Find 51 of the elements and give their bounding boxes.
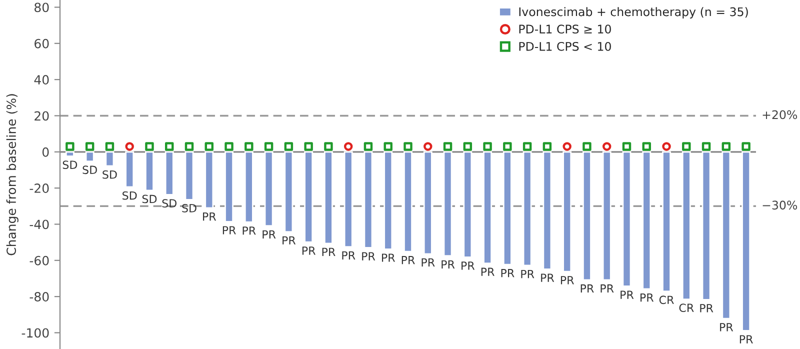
y-tick-label: -40 xyxy=(30,220,49,230)
data-label: PR xyxy=(640,293,654,302)
data-label: PR xyxy=(242,226,256,235)
data-label: CR xyxy=(659,296,674,304)
data-label: PR xyxy=(442,260,455,268)
data-label: PR xyxy=(262,230,276,238)
data-label: PR xyxy=(302,246,316,255)
data-label: SD xyxy=(102,170,117,179)
data-label: PR xyxy=(462,262,475,270)
data-label: CR xyxy=(679,304,694,312)
data-label: PR xyxy=(342,251,356,260)
data-label: PR xyxy=(422,258,435,266)
data-label: PR xyxy=(600,284,614,293)
data-label: SD xyxy=(82,166,97,174)
data-label: PR xyxy=(521,270,534,278)
y-tick-label: -100 xyxy=(22,328,49,338)
data-label: PR xyxy=(740,335,753,344)
data-label: PR xyxy=(282,236,296,244)
data-label: PR xyxy=(620,290,634,299)
y-tick-label: 80 xyxy=(34,2,49,12)
legend-label: PD-L1 CPS ≥ 10 xyxy=(519,24,611,34)
y-axis-title: Change from baseline (%) xyxy=(6,94,18,256)
legend-label: Ivonescimab + chemotherapy (n = 35) xyxy=(519,7,748,19)
data-label: PR xyxy=(560,276,574,284)
y-tick-label: 20 xyxy=(34,111,49,121)
data-label: SD xyxy=(142,194,157,204)
data-label: SD xyxy=(162,199,177,208)
y-tick-label: -60 xyxy=(30,256,49,266)
data-label: PR xyxy=(700,304,714,312)
ref-line-label: +20% xyxy=(762,110,798,120)
data-label: PR xyxy=(322,248,336,256)
data-label: PR xyxy=(222,226,236,234)
legend-label: PD-L1 CPS < 10 xyxy=(519,42,611,51)
data-label: PR xyxy=(580,284,594,293)
data-label: PR xyxy=(382,254,396,262)
data-label: PR xyxy=(501,269,514,278)
data-label: PR xyxy=(481,268,494,276)
y-tick-label: 60 xyxy=(34,38,49,48)
y-tick-label: -80 xyxy=(30,292,49,302)
y-tick-label: 0 xyxy=(42,147,49,157)
data-label: PR xyxy=(203,212,216,221)
data-label: SD xyxy=(182,204,196,212)
ref-line-label: −30% xyxy=(762,200,798,210)
data-label: SD xyxy=(122,191,137,200)
y-tick-label: -20 xyxy=(30,184,49,193)
data-label: PR xyxy=(362,252,376,260)
y-tick-label: 40 xyxy=(34,75,49,84)
data-label: PR xyxy=(541,274,554,282)
data-label: SD xyxy=(62,160,78,170)
data-label: PR xyxy=(720,323,734,332)
data-label: PR xyxy=(402,256,415,264)
